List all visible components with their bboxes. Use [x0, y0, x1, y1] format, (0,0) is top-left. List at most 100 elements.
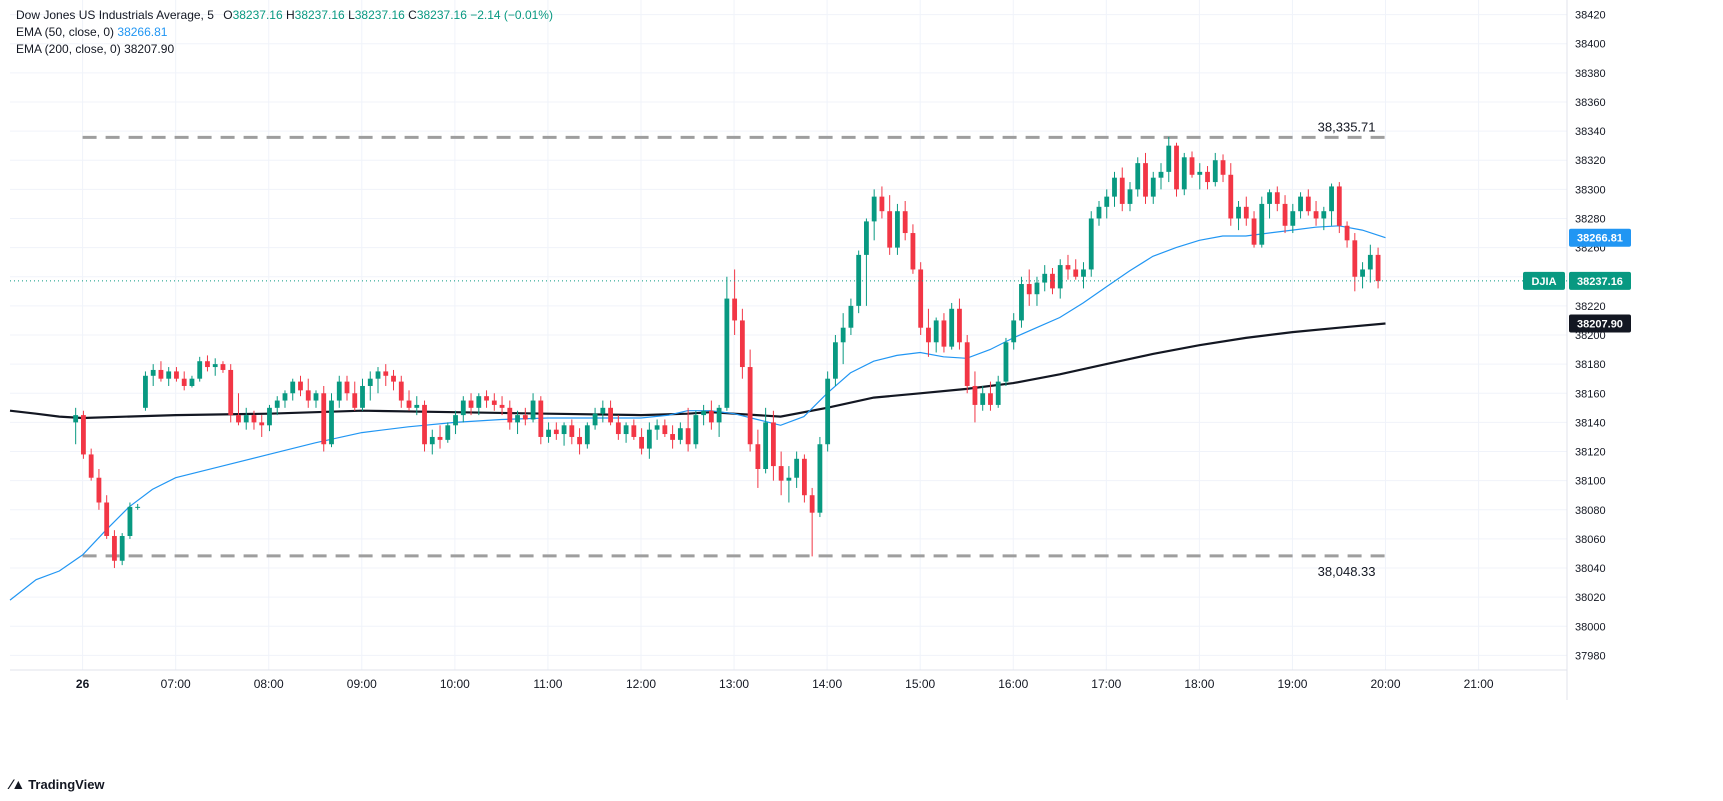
price-tick-label: 38020 — [1575, 592, 1606, 604]
candle — [732, 269, 738, 335]
candle — [143, 371, 148, 411]
time-axis[interactable]: 26 07:00 08:00 09:00 10:00 11:00 12:00 13:00 14:… — [76, 677, 1494, 691]
candle — [553, 422, 559, 440]
candle — [615, 415, 621, 440]
candle — [104, 495, 110, 539]
candle-body — [336, 381, 342, 401]
candle — [1375, 247, 1381, 289]
candle — [1073, 259, 1079, 280]
candle — [305, 378, 311, 408]
candle-body — [1236, 206, 1241, 219]
time-tick-label: 08:00 — [254, 677, 284, 691]
low-value: 38237.16 — [354, 8, 405, 22]
open-value: 38237.16 — [232, 8, 283, 22]
candle — [809, 487, 815, 557]
candle-body — [716, 407, 722, 423]
candle — [150, 364, 156, 386]
candle — [1019, 276, 1024, 328]
candle-body — [546, 429, 551, 437]
candle-body — [910, 233, 916, 270]
candle — [228, 364, 234, 423]
candle — [1236, 201, 1241, 231]
ema200-value: 38207.90 — [124, 42, 175, 56]
candle — [569, 419, 575, 445]
symbol-tag-box — [1523, 271, 1565, 290]
candle — [864, 218, 869, 306]
candle-body — [282, 393, 288, 401]
candle — [825, 371, 831, 452]
candle — [1282, 195, 1288, 234]
candle-body — [708, 410, 714, 423]
candle — [1127, 182, 1133, 212]
candle — [96, 469, 102, 510]
candle — [321, 385, 327, 452]
candle-body — [135, 506, 141, 508]
candle-body — [623, 425, 629, 435]
candle-body — [476, 396, 482, 408]
candle — [282, 390, 288, 408]
candle-body — [902, 211, 908, 234]
candle — [189, 375, 195, 388]
candle — [398, 375, 404, 408]
candle-body — [228, 369, 234, 416]
candle — [73, 407, 79, 445]
candle — [220, 361, 226, 373]
candle-body — [522, 415, 528, 420]
symbol-title[interactable]: Dow Jones US Industrials Average, 5 — [16, 8, 214, 22]
candle-body — [600, 407, 606, 414]
price-tag-value: 38207.90 — [1577, 318, 1623, 330]
candle-body — [1298, 196, 1303, 212]
candle-body — [887, 211, 893, 248]
candle-body — [119, 536, 125, 561]
candle-body — [631, 425, 637, 437]
time-tick-label: 18:00 — [1184, 677, 1214, 691]
candle-body — [778, 466, 784, 481]
candle-body — [615, 422, 621, 435]
candle — [708, 400, 714, 430]
ema-50-layer — [9, 225, 1386, 601]
candle — [584, 422, 590, 449]
candle-body — [592, 413, 598, 426]
tradingview-logo[interactable]: ⁄▲ TradingView — [10, 776, 105, 792]
candle — [1352, 233, 1358, 292]
candle-body — [1305, 196, 1311, 212]
legend-ema50-row[interactable]: EMA (50, close, 0) 38266.81 — [16, 24, 553, 41]
price-tick-label: 38380 — [1575, 68, 1606, 80]
price-tick-label: 38160 — [1575, 388, 1606, 400]
price-tick-label: 38040 — [1575, 563, 1606, 575]
candle — [1220, 154, 1226, 183]
candle — [422, 400, 427, 452]
candle — [747, 349, 753, 452]
candle-body — [360, 385, 365, 408]
candle-body — [817, 444, 823, 513]
candle — [763, 407, 769, 474]
legend-ema200-row[interactable]: EMA (200, close, 0) 38207.90 — [16, 41, 553, 58]
candle-body — [1282, 203, 1288, 226]
price-axis[interactable]: 37980 38000 38020 38040 38060 38080 38100 38120… — [1575, 10, 1606, 663]
time-tick-label: 14:00 — [812, 677, 842, 691]
support-label: 38,048.33 — [1318, 564, 1376, 579]
candle — [1065, 254, 1071, 280]
candle — [778, 451, 784, 496]
candle — [1150, 171, 1156, 204]
candle-body — [786, 477, 792, 481]
candle — [1298, 192, 1303, 219]
candle — [468, 393, 474, 416]
close-label: C — [408, 8, 417, 22]
price-tick-label: 38360 — [1575, 97, 1606, 109]
time-tick-label: 20:00 — [1371, 677, 1401, 691]
ema50-label: EMA (50, close, 0) — [16, 25, 115, 39]
candle — [360, 378, 365, 411]
candle-body — [864, 221, 869, 255]
candle — [274, 396, 280, 416]
candle-body — [1220, 160, 1226, 175]
candle-body — [259, 422, 265, 426]
candle — [701, 404, 707, 426]
candle — [344, 375, 350, 401]
open-label: O — [223, 8, 233, 22]
candle — [902, 201, 908, 241]
candle — [476, 393, 482, 416]
ema50-value: 38266.81 — [117, 25, 168, 39]
candle-body — [1251, 218, 1257, 245]
